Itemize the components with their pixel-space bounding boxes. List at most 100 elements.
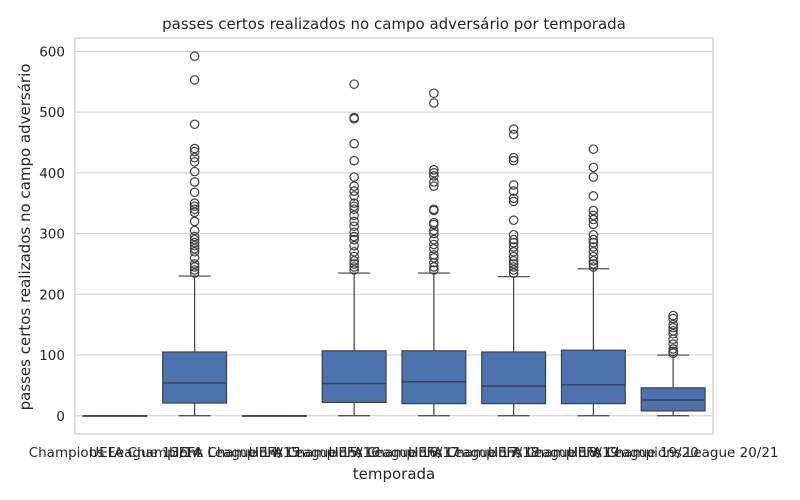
outlier-point [349,181,359,191]
y-tick-label: 100 [39,348,65,364]
outlier-point [508,193,519,204]
outlier-point [588,229,599,240]
box [321,350,387,404]
outlier-point [189,143,200,154]
y-tick-label: 500 [39,105,65,121]
outlier-point [508,155,519,166]
outlier-point [189,216,200,227]
outlier-point [189,240,200,251]
outlier-point [349,231,359,242]
box-group [401,88,467,417]
outlier-point [668,322,678,333]
box-group [241,415,307,417]
outlier-point [349,198,359,209]
outlier-point [349,227,359,238]
outlier-point [349,191,359,201]
y-axis: 0 100 200 300 400 500 600 [39,44,65,424]
box [481,351,547,405]
outlier-point [429,181,439,191]
outlier-point [189,51,200,62]
outlier-point [588,259,599,269]
outlier-point [588,219,599,230]
outlier-point [588,246,599,257]
outlier-point [429,262,439,272]
outlier-point [349,221,359,232]
outlier-point [588,172,599,182]
outlier-point [588,234,599,245]
chart-title: passes certos realizados no campo advers… [162,15,626,33]
outlier-point [588,191,599,201]
outlier-point [189,204,200,215]
outlier-point [189,231,200,242]
box-group [640,310,706,417]
x-tick-label: UEFA Champions League 15/16 [169,445,380,461]
outlier-point [588,214,599,225]
y-tick-label: 200 [39,287,65,303]
outlier-point [508,152,519,163]
outlier-point [189,268,200,278]
outlier-point [588,242,599,252]
x-tick-label: UEFA Champions League 18/19 [408,445,619,461]
outlier-point [508,124,519,134]
outlier-point [508,196,519,207]
outlier-point [189,75,200,85]
outlier-point [668,319,678,330]
outlier-point [508,251,519,262]
outlier-point [588,162,599,173]
plot-frame [74,37,714,435]
outlier-point [189,198,200,209]
outlier-point [349,112,359,123]
y-tick-label: 0 [56,409,65,425]
outlier-point [349,234,359,245]
x-tick-label: UEFA Champions League 16/17 [249,445,460,461]
outlier-point [508,256,519,266]
outlier-point [508,242,519,252]
outlier-point [189,225,200,236]
outlier-point [349,210,359,221]
outlier-point [588,205,599,216]
outlier-point [668,313,678,324]
outlier-point [508,262,519,272]
outlier-point [349,256,359,266]
outlier-point [189,187,200,198]
outlier-point [508,180,519,190]
outlier-point [189,243,200,254]
outlier-point [189,152,200,163]
outlier-point [508,265,519,275]
outlier-point [189,119,200,130]
y-tick-label: 600 [39,44,65,60]
outlier-point [508,234,519,245]
outlier-point [588,262,599,272]
outlier-point [349,201,359,212]
box-group [162,51,228,417]
box [162,351,228,404]
box-group [560,144,626,417]
outlier-point [349,265,359,275]
outlier-point [668,325,678,336]
outlier-point [429,239,439,250]
outlier-point [349,155,359,166]
outlier-point [349,172,359,182]
outlier-point [189,177,200,187]
outlier-point [508,246,519,257]
outlier-point [189,166,200,177]
outlier-point [429,265,439,275]
outlier-point [349,259,359,269]
outlier-point [429,177,439,187]
box [401,350,467,405]
outlier-point [508,129,519,140]
outlier-point [349,240,359,251]
x-tick-label: Champions League 13/14 [29,445,201,461]
outlier-point [508,259,519,269]
outlier-point [588,256,599,266]
outlier-point [429,234,439,245]
outlier-point [668,346,678,357]
outlier-point [189,201,200,212]
outlier-point [429,204,439,215]
outlier-point [429,88,439,99]
x-axis-label: temporada [353,465,436,483]
outlier-point [429,217,439,228]
outlier-point [588,251,599,262]
